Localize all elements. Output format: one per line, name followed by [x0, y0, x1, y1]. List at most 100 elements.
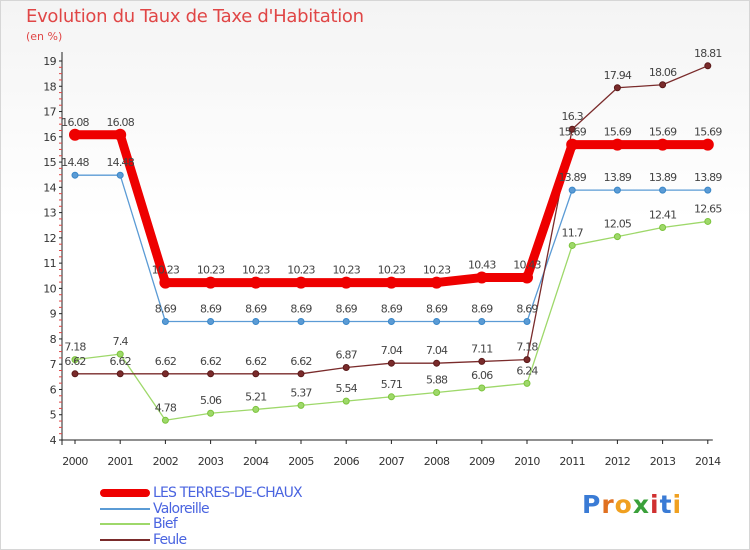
data-point-valoreille: [252, 317, 260, 325]
y-tick-label: 7: [50, 358, 57, 371]
data-point-valoreille: [161, 317, 169, 325]
data-point-bief: [568, 241, 576, 249]
data-label-les-terres-de-chaux: 10.23: [287, 264, 315, 277]
data-label-feule: 18.81: [694, 47, 722, 60]
data-point-valoreille: [433, 317, 441, 325]
data-point-feule: [71, 370, 79, 378]
data-label-les-terres-de-chaux: 10.23: [332, 264, 360, 277]
logo-letter: P: [582, 490, 602, 519]
data-point-bief: [116, 350, 124, 358]
y-tick-label: 18: [43, 80, 56, 93]
data-point-les-terres-de-chaux: [249, 276, 262, 289]
data-point-les-terres-de-chaux: [611, 138, 624, 151]
y-tick-label: 13: [43, 207, 56, 220]
data-point-feule: [613, 84, 621, 92]
x-tick-label: 2000: [62, 455, 88, 468]
y-tick-label: 17: [43, 106, 56, 119]
legend-swatch: [100, 507, 150, 510]
legend-swatch: [100, 523, 150, 525]
data-point-valoreille: [478, 317, 486, 325]
x-tick-label: 2013: [650, 455, 676, 468]
data-point-bief: [207, 409, 215, 417]
data-label-valoreille: 13.89: [558, 171, 586, 184]
x-tick-label: 2006: [333, 455, 359, 468]
x-tick-label: 2014: [695, 455, 721, 468]
data-point-les-terres-de-chaux: [521, 271, 533, 284]
data-label-feule: 6.62: [290, 355, 311, 368]
data-label-bief: 11.7: [562, 226, 584, 239]
x-tick-label: 2003: [198, 455, 224, 468]
x-tick-label: 2011: [559, 455, 585, 468]
data-point-bief: [161, 416, 169, 424]
data-label-bief: 6.06: [471, 369, 493, 382]
data-label-feule: 7.04: [426, 344, 448, 357]
data-label-les-terres-de-chaux: 15.69: [558, 126, 586, 139]
y-tick-label: 11: [43, 257, 56, 270]
data-label-bief: 5.21: [245, 390, 266, 403]
data-label-les-terres-de-chaux: 16.08: [61, 116, 89, 129]
data-point-valoreille: [342, 317, 350, 325]
series-line-les-terres-de-chaux: [70, 130, 713, 288]
data-label-les-terres-de-chaux: 10.23: [423, 264, 451, 277]
data-point-bief: [704, 217, 712, 225]
x-tick-label: 2004: [243, 455, 269, 468]
logo-letter: o: [614, 490, 633, 519]
data-label-valoreille: 13.89: [649, 171, 677, 184]
data-label-bief: 5.71: [381, 378, 402, 391]
data-point-bief: [387, 393, 395, 401]
data-point-bief: [342, 397, 350, 405]
data-label-bief: 5.54: [336, 382, 358, 395]
data-label-feule: 17.94: [604, 69, 632, 82]
y-tick-label: 14: [43, 181, 56, 194]
data-point-valoreille: [207, 317, 215, 325]
data-point-valoreille: [613, 186, 621, 194]
brand-logo: Proxiti: [582, 490, 682, 519]
data-point-valoreille: [387, 317, 395, 325]
data-label-feule: 16.3: [562, 110, 584, 123]
data-point-valoreille: [659, 186, 667, 194]
logo-letter: i: [672, 490, 683, 519]
y-tick-label: 8: [50, 333, 57, 346]
y-tick-label: 16: [43, 131, 56, 144]
data-label-feule: 7.04: [381, 344, 403, 357]
data-point-feule: [659, 81, 667, 89]
data-label-valoreille: 14.48: [106, 156, 134, 169]
data-label-feule: 7.18: [516, 341, 538, 354]
series-group: [69, 62, 714, 424]
legend-label: Feule: [153, 531, 187, 548]
data-point-feule: [568, 125, 576, 133]
axes: 4 5 6 7 8 9 10 11 12 13 14 15 16 17 18 19 2000 2001 2002 20…: [43, 52, 722, 468]
logo-letter: i: [650, 490, 660, 519]
y-tick-label: 4: [50, 434, 57, 447]
legend-label: Valoreille: [153, 500, 210, 517]
x-tick-label: 2005: [288, 455, 314, 468]
data-label-feule: 7.11: [471, 342, 492, 355]
logo-letter: r: [601, 490, 615, 519]
data-point-bief: [478, 384, 486, 392]
data-point-les-terres-de-chaux: [295, 276, 307, 289]
y-tick-label: 5: [50, 409, 57, 422]
data-label-les-terres-de-chaux: 10.43: [513, 259, 541, 272]
data-label-valoreille: 8.69: [155, 302, 177, 315]
data-label-feule: 6.62: [245, 355, 266, 368]
logo-letter: t: [659, 490, 673, 519]
chart-title: Evolution du Taux de Taxe d'Habitation: [26, 6, 364, 27]
y-tick-label: 6: [50, 383, 57, 396]
data-point-bief: [613, 233, 621, 241]
y-tick-label: 15: [43, 156, 56, 169]
data-label-valoreille: 8.69: [381, 302, 403, 315]
data-point-les-terres-de-chaux: [566, 138, 579, 151]
data-label-valoreille: 8.69: [426, 302, 448, 315]
data-label-bief: 6.24: [516, 364, 538, 377]
data-point-les-terres-de-chaux: [701, 138, 714, 151]
legend-label: Bief: [153, 516, 178, 532]
data-point-feule: [387, 359, 395, 367]
x-tick-label: 2009: [469, 455, 495, 468]
x-tick-label: 2001: [107, 455, 133, 468]
data-labels: 16.08 16.08 10.23 10.23 10.23 10.23 10.23 10.23…: [61, 47, 723, 414]
data-label-valoreille: 14.48: [61, 156, 89, 169]
data-point-valoreille: [297, 317, 305, 325]
y-tick-label: 12: [43, 232, 56, 245]
data-label-les-terres-de-chaux: 16.08: [106, 116, 134, 129]
